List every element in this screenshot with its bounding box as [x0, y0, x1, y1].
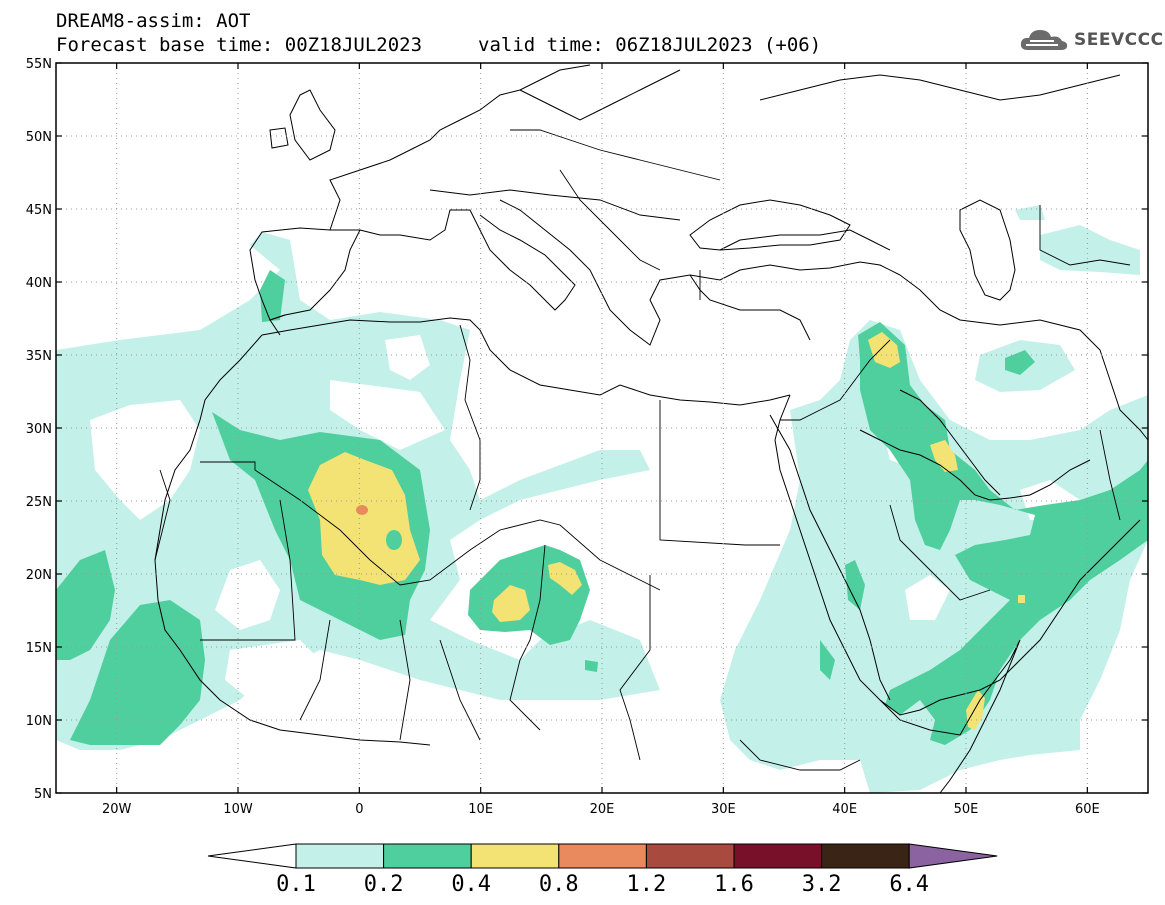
lat-label: 15N	[26, 641, 52, 656]
colorbar	[207, 843, 998, 869]
colorbar-level-label: 0.8	[539, 872, 579, 897]
lat-label: 10N	[26, 714, 52, 729]
lon-label: 10E	[468, 802, 493, 817]
colorbar-swatch	[383, 843, 472, 869]
lon-label: 60E	[1075, 802, 1100, 817]
lon-label: 30E	[711, 802, 736, 817]
lat-label: 25N	[26, 495, 52, 510]
lat-label: 5N	[34, 787, 52, 802]
lon-label: 20E	[590, 802, 615, 817]
colorbar-swatch	[558, 843, 647, 869]
lon-label: 40E	[832, 802, 857, 817]
country-borders	[154, 129, 1131, 771]
lat-label: 35N	[26, 349, 52, 364]
forecast-base-time: Forecast base time: 00Z18JUL2023	[56, 34, 423, 56]
aot-level-0-4	[308, 332, 1025, 730]
colorbar-level-label: 3.2	[802, 872, 842, 897]
colorbar-level-label: 0.1	[276, 872, 316, 897]
lat-label: 30N	[26, 422, 52, 437]
colorbar-over-arrow	[908, 843, 998, 869]
axis-ticks	[56, 62, 1148, 794]
valid-time: valid time: 06Z18JUL2023 (+06)	[478, 34, 822, 56]
colorbar-swatch	[821, 843, 910, 869]
graticule	[56, 63, 1148, 793]
lon-label: 0	[355, 802, 363, 817]
map-title: DREAM8-assim: AOT	[56, 10, 251, 32]
logo-text: SEEVCCC	[1074, 30, 1164, 50]
lat-label: 20N	[26, 568, 52, 583]
colorbar-under-arrow	[207, 843, 297, 869]
colorbar-level-label: 1.6	[714, 872, 754, 897]
lat-label: 55N	[26, 57, 52, 72]
colorbar-level-label: 1.2	[627, 872, 667, 897]
lat-label: 45N	[26, 203, 52, 218]
colorbar-swatch	[470, 843, 560, 869]
lon-label: 10W	[223, 802, 253, 817]
aot-level-0-8	[356, 505, 368, 515]
colorbar-level-label: 6.4	[889, 872, 929, 897]
colorbar-level-label: 0.2	[364, 872, 404, 897]
colorbar-swatch	[645, 843, 735, 869]
seevccc-logo: SEEVCCC	[1018, 26, 1164, 54]
longitude-labels: 20W 10W 0 10E 20E 30E 40E 50E 60E	[102, 802, 1100, 817]
lat-label: 50N	[26, 130, 52, 145]
aot-green-pocket	[386, 530, 402, 550]
aot-field	[56, 205, 1148, 793]
colorbar-swatch	[733, 843, 823, 869]
colorbar-swatch	[295, 843, 385, 869]
colorbar-level-label: 0.4	[451, 872, 491, 897]
cloud-icon	[1020, 30, 1068, 50]
latitude-labels: 55N 50N 45N 40N 35N 30N 25N 20N 15N 10N 5N	[26, 57, 52, 802]
colorbar-labels: 0.1 0.2 0.4 0.8 1.2 1.6 3.2 6.4	[276, 872, 929, 897]
lon-label: 20W	[102, 802, 132, 817]
lat-label: 40N	[26, 276, 52, 291]
lon-label: 50E	[954, 802, 979, 817]
